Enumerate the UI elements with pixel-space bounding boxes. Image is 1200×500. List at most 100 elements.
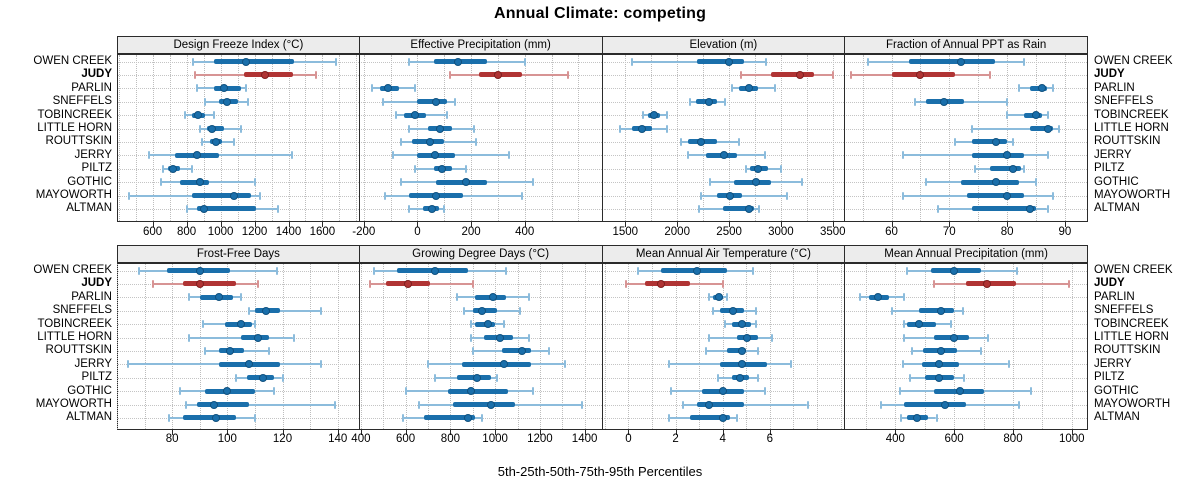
- cap-p5: [400, 178, 403, 187]
- cap-p5: [642, 111, 644, 120]
- median-dot: [950, 266, 959, 275]
- gridline-v: [524, 55, 526, 221]
- median-dot: [226, 346, 235, 355]
- gridline-v: [254, 264, 256, 429]
- gridline-v: [444, 55, 446, 221]
- median-dot: [744, 204, 753, 213]
- axis-tick-label: 2500: [716, 226, 742, 238]
- cap-p5: [201, 320, 204, 329]
- panel-effective-precipitation-mm: [358, 54, 603, 222]
- cap-p5: [161, 164, 164, 173]
- gridline-v: [920, 55, 922, 221]
- median-dot: [705, 97, 714, 106]
- station-label-right-parlin: PARLIN: [1094, 290, 1135, 303]
- axis-tick-label: 0: [625, 433, 632, 445]
- range-25-75: [722, 206, 754, 212]
- gridline-v: [472, 264, 474, 429]
- cap-p95: [726, 293, 729, 302]
- cap-p5: [681, 400, 684, 409]
- axis-tick: [172, 430, 174, 435]
- axis-tick-label: 200: [461, 226, 481, 238]
- gridline-v: [895, 264, 897, 429]
- gridline-v: [203, 55, 205, 221]
- cap-p95: [445, 111, 448, 120]
- median-dot: [430, 266, 439, 275]
- gridline-v: [729, 55, 731, 221]
- median-dot: [230, 191, 239, 200]
- median-dot: [245, 360, 254, 369]
- median-dot: [253, 333, 262, 342]
- gridline-v: [339, 55, 341, 221]
- station-label-left-owen-creek: OWEN CREEK: [33, 55, 112, 67]
- gridline-h: [360, 283, 602, 285]
- strip-mean-annual-air-temperature-c: Mean Annual Air Temperature (°C): [601, 245, 846, 263]
- cap-p5: [717, 373, 719, 382]
- axis-tick-label: 1200: [241, 226, 268, 238]
- cap-p5: [625, 279, 628, 288]
- gridline-v: [337, 264, 339, 429]
- axis-tick-label: 6: [766, 433, 773, 445]
- median-dot: [737, 346, 746, 355]
- axis-tick: [417, 222, 419, 227]
- axis-tick: [450, 430, 452, 435]
- station-label-right-sneffels: SNEFFELS: [1094, 304, 1154, 317]
- station-label-left-routtskin: ROUTTSKIN: [45, 135, 112, 148]
- cap-p5: [707, 333, 710, 342]
- axis-tick-label: 400: [885, 433, 905, 445]
- axis-tick: [288, 222, 290, 227]
- median-dot: [211, 137, 220, 146]
- gridline-h: [603, 115, 845, 117]
- gridline-v: [288, 55, 290, 221]
- station-label-left-altman: ALTMAN: [66, 411, 112, 424]
- axis-tick: [1007, 222, 1009, 227]
- station-label-right-mayoworth: MAYOWORTH: [1094, 398, 1171, 410]
- axis-tick: [227, 430, 229, 435]
- cap-p95: [1007, 360, 1010, 369]
- range-25-75: [689, 415, 730, 421]
- cap-p95: [505, 266, 508, 275]
- cap-p95: [464, 164, 467, 173]
- median-dot: [193, 111, 202, 120]
- gridline-v: [417, 55, 419, 221]
- cap-p95: [764, 387, 767, 396]
- gridline-v: [817, 264, 818, 429]
- gridline-v: [310, 264, 312, 429]
- cap-p5: [850, 70, 852, 79]
- cap-p95: [239, 124, 242, 133]
- cap-p95: [752, 266, 755, 275]
- cap-p5: [402, 413, 405, 422]
- axis-tick: [625, 222, 627, 227]
- gridline-v: [186, 55, 188, 221]
- cap-p5: [456, 293, 459, 302]
- range-25-75: [197, 402, 250, 407]
- strip-effective-precipitation-mm: Effective Precipitation (mm): [358, 36, 603, 54]
- gridline-v: [746, 264, 748, 429]
- gridline-h: [846, 310, 1087, 312]
- axis-tick: [186, 222, 188, 227]
- cap-p5: [200, 137, 203, 146]
- cap-p95: [1017, 400, 1020, 409]
- axis-tick-label: 2000: [664, 226, 690, 238]
- gridline-v: [227, 264, 229, 429]
- median-dot: [1026, 204, 1035, 213]
- axis-tick: [628, 430, 630, 435]
- cap-p5: [418, 400, 420, 409]
- cap-p95: [790, 360, 792, 369]
- cap-p95: [771, 333, 774, 342]
- range-25-75: [417, 99, 447, 105]
- gridline-v: [722, 264, 724, 429]
- station-label-left-piltz: PILTZ: [81, 371, 112, 384]
- axis-tick: [769, 430, 771, 435]
- cap-p95: [1046, 204, 1049, 213]
- cap-p5: [168, 413, 171, 422]
- cap-p95: [1046, 111, 1049, 120]
- gridline-v: [282, 264, 284, 429]
- station-label-right-piltz: PILTZ: [1094, 162, 1125, 175]
- axis-tick-label: 1000: [1059, 433, 1085, 445]
- cap-p5: [373, 266, 376, 275]
- cap-p95: [903, 293, 906, 302]
- cap-p5: [903, 333, 906, 342]
- cap-p95: [735, 413, 738, 422]
- axis-tick-label: -200: [352, 226, 376, 238]
- cap-p95: [665, 124, 668, 133]
